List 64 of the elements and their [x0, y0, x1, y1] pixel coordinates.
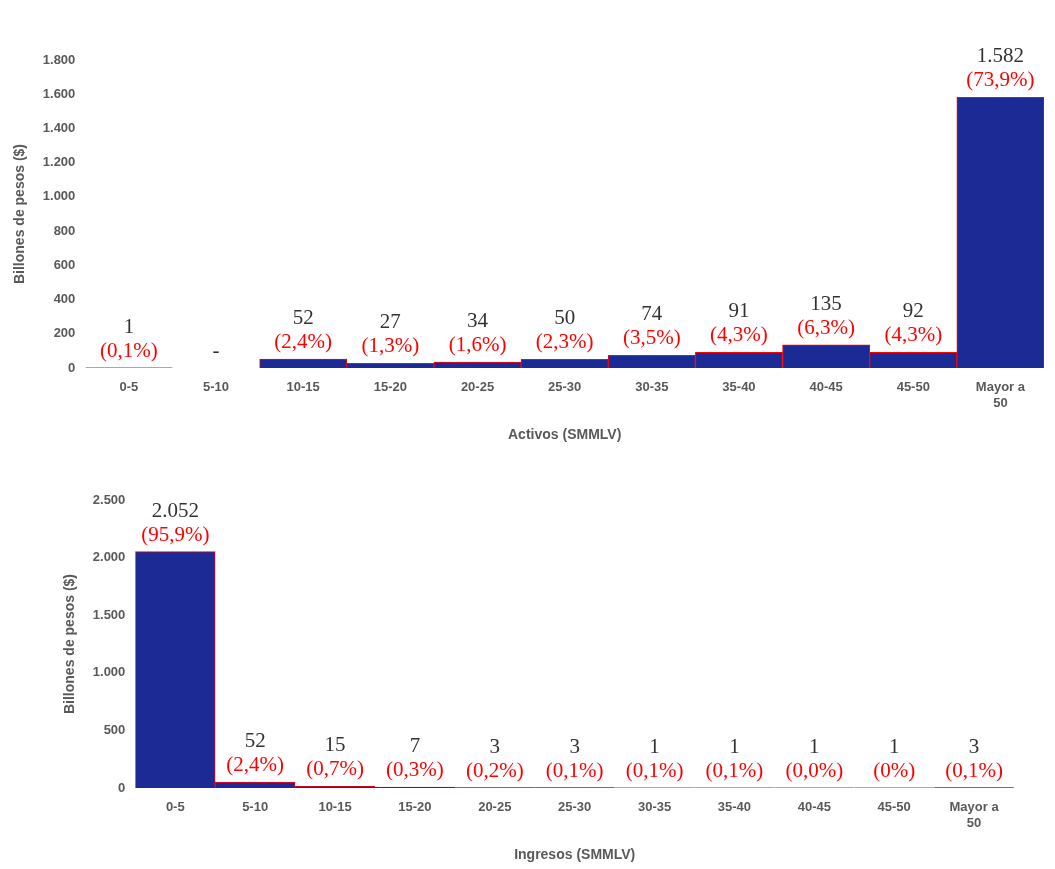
- data-label: 1 (0%): [873, 733, 916, 782]
- y-tick-label: 400: [53, 291, 76, 307]
- x-tick-label: 45-50: [877, 799, 911, 815]
- data-label: 1 (0,0%): [785, 733, 844, 782]
- x-axis-title: Ingresos (SMMLV): [514, 846, 636, 863]
- data-label: 1 (0,1%): [625, 733, 684, 782]
- data-label: 1.582 (73,9%): [966, 43, 1035, 92]
- x-tick-label: 15-20: [398, 799, 432, 815]
- data-label: 27 (1,3%): [361, 309, 420, 358]
- y-tick-label: 0: [118, 779, 126, 795]
- x-tick-label: 35-40: [722, 379, 756, 395]
- data-label: 92 (4,3%): [884, 298, 943, 347]
- y-tick-label: 1.800: [42, 51, 76, 67]
- x-tick-label: 10-15: [318, 799, 352, 815]
- x-tick-label: Mayor a 50: [949, 799, 1000, 830]
- data-label: 7 (0,3%): [386, 733, 444, 782]
- data-label: 2.052 (95,9%): [141, 497, 210, 546]
- x-tick-label: 5-10: [203, 379, 230, 395]
- x-tick-label: 5-10: [242, 799, 269, 815]
- data-label: 1 (0,1%): [705, 733, 764, 782]
- x-tick-label: 25-30: [558, 799, 592, 815]
- data-label: 91 (4,3%): [710, 298, 768, 347]
- y-tick-label: 500: [103, 721, 126, 737]
- y-tick-label: 1.000: [92, 664, 126, 680]
- x-tick-label: 40-45: [797, 799, 831, 815]
- x-tick-label: 30-35: [637, 799, 672, 815]
- y-tick-label: 2.500: [92, 491, 126, 507]
- y-tick-label: 2.000: [92, 549, 126, 565]
- y-tick-label: 0: [68, 359, 76, 375]
- x-tick-label: 45-50: [896, 379, 930, 395]
- y-tick-label: 1.200: [42, 154, 76, 170]
- data-label: 3 (0,1%): [945, 733, 1003, 782]
- x-tick-label: 0-5: [119, 379, 139, 395]
- data-label: 1 (0,1%): [100, 313, 158, 362]
- data-label: 3 (0,2%): [465, 733, 524, 782]
- y-tick-label: 1.500: [92, 606, 126, 622]
- y-tick-label: 800: [53, 222, 76, 238]
- y-axis-title: Billones de pesos ($): [11, 143, 28, 285]
- y-tick-label: 1.000: [42, 188, 76, 204]
- y-tick-label: 200: [53, 325, 76, 341]
- x-tick-label: 20-25: [478, 799, 512, 815]
- data-label: 3 (0,1%): [545, 733, 604, 782]
- x-axis-title: Activos (SMMLV): [508, 426, 622, 443]
- x-tick-label: Mayor a 50: [975, 379, 1026, 410]
- x-tick-label: 40-45: [809, 379, 843, 395]
- y-tick-label: 1.400: [42, 120, 76, 136]
- x-tick-label: 20-25: [460, 379, 495, 395]
- x-tick-label: 15-20: [373, 379, 407, 395]
- y-axis-title: Billones de pesos ($): [61, 573, 78, 715]
- x-tick-label: 0-5: [165, 799, 185, 815]
- x-tick-label: 25-30: [548, 379, 582, 395]
- data-label: 135 (6,3%): [797, 290, 855, 339]
- data-label: -: [212, 338, 220, 363]
- x-tick-label: 10-15: [286, 379, 320, 395]
- data-label: 74 (3,5%): [622, 301, 681, 350]
- y-tick-label: 1.600: [42, 85, 76, 101]
- x-tick-label: 35-40: [717, 799, 752, 815]
- data-label: 52 (2,4%): [274, 305, 333, 354]
- data-label: 50 (2,3%): [535, 305, 594, 354]
- data-label: 52 (2,4%): [226, 728, 285, 777]
- data-label: 15 (0,7%): [306, 732, 364, 781]
- y-tick-label: 600: [53, 256, 76, 272]
- x-tick-label: 30-35: [635, 379, 669, 395]
- data-label: 34 (1,6%): [448, 308, 507, 357]
